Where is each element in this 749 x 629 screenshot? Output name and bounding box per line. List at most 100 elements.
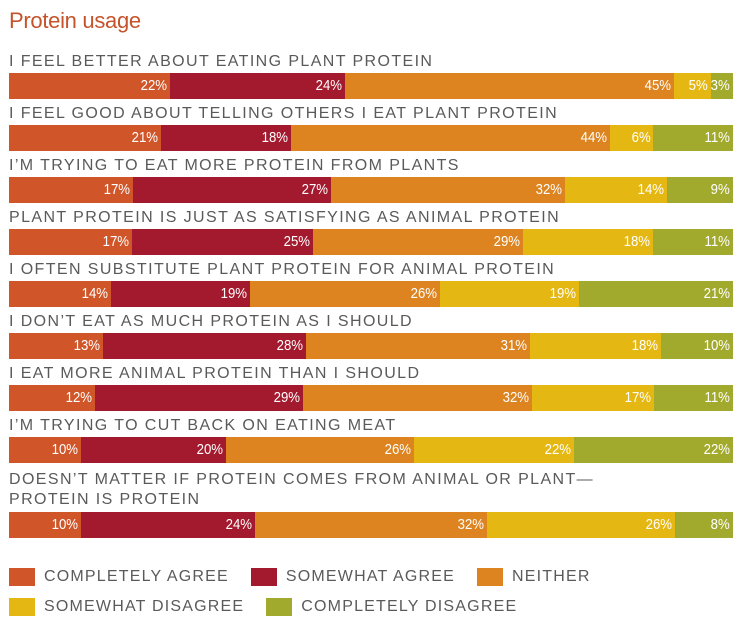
bar-segment: 26%: [250, 281, 441, 307]
bar-segment: 22%: [9, 73, 170, 99]
bar-segment: 13%: [9, 333, 104, 359]
bar-segment: 17%: [9, 229, 133, 255]
data-label: 12%: [65, 389, 93, 406]
bar-segment: 26%: [486, 512, 676, 538]
category-label: I FEEL GOOD ABOUT TELLING OTHERS I EAT P…: [9, 105, 559, 122]
data-label: 26%: [411, 285, 438, 302]
bar-segment: 17%: [532, 385, 655, 411]
data-label: 32%: [502, 389, 530, 406]
data-label: 11%: [704, 233, 730, 250]
data-label: 3%: [710, 77, 730, 94]
data-label: 17%: [624, 389, 652, 406]
data-label: 26%: [645, 516, 673, 533]
data-label: 28%: [276, 337, 303, 354]
data-label: 26%: [384, 441, 412, 458]
legend-swatch: [9, 568, 35, 586]
data-label: 29%: [273, 389, 300, 406]
bar-segment: 32%: [255, 512, 487, 538]
data-label: 13%: [73, 337, 101, 354]
bar-segment: 21%: [579, 281, 733, 307]
data-label: 19%: [549, 285, 577, 302]
bar-segment: 3%: [711, 73, 733, 99]
legend-item: SOMEWHAT DISAGREE: [9, 598, 244, 616]
bar-segment: 10%: [9, 512, 82, 538]
bar-segment: 24%: [169, 73, 346, 99]
data-label: 5%: [688, 77, 709, 94]
stacked-bar: 12% 29% 32% 17% 11%: [9, 385, 733, 411]
stacked-bar: 21% 18% 44% 6% 11%: [9, 125, 733, 151]
bar-segment: 29%: [313, 229, 524, 255]
data-label: 14%: [81, 285, 109, 302]
data-label: 10%: [51, 516, 79, 533]
category-label: I’M TRYING TO CUT BACK ON EATING MEAT: [9, 417, 397, 434]
data-label: 17%: [102, 233, 130, 250]
data-label: 10%: [703, 337, 730, 354]
category-label: DOESN’T MATTER IF PROTEIN COMES FROM ANI…: [9, 471, 595, 508]
bar-segment: 18%: [161, 125, 292, 151]
legend-item: COMPLETELY AGREE: [9, 568, 229, 586]
bar-segment: 18%: [523, 229, 654, 255]
bar-segment: 28%: [103, 333, 306, 359]
bar-segment: 11%: [653, 229, 733, 255]
stacked-bar: 14% 19% 26% 19% 21%: [9, 281, 733, 307]
bar-segment: 5%: [674, 73, 712, 99]
data-label: 21%: [703, 285, 730, 302]
data-label: 32%: [457, 516, 484, 533]
bar-segment: 10%: [660, 333, 733, 359]
bar-segment: 19%: [111, 281, 251, 307]
bar-segment: 11%: [653, 125, 733, 151]
data-label: 21%: [131, 129, 159, 146]
bar-segment: 11%: [654, 385, 733, 411]
data-label: 22%: [703, 441, 730, 458]
data-label: 18%: [623, 233, 651, 250]
legend-label: COMPLETELY DISAGREE: [301, 598, 518, 615]
legend-label: COMPLETELY AGREE: [44, 568, 229, 585]
bar-segment: 21%: [9, 125, 162, 151]
legend-item: COMPLETELY DISAGREE: [266, 598, 517, 616]
bar-segment: 31%: [305, 333, 531, 359]
data-label: 9%: [710, 181, 730, 198]
data-label: 32%: [535, 181, 562, 198]
bar-segment: 24%: [81, 512, 256, 538]
legend-label: NEITHER: [512, 568, 591, 585]
data-label: 44%: [580, 129, 607, 146]
data-label: 22%: [544, 441, 571, 458]
bar-segment: 22%: [573, 437, 733, 463]
bar-segment: 25%: [132, 229, 314, 255]
bar-segment: 32%: [330, 177, 565, 203]
bar-segment: 14%: [9, 281, 112, 307]
legend-label: SOMEWHAT DISAGREE: [44, 598, 245, 615]
data-label: 31%: [500, 337, 528, 354]
bar-segment: 9%: [667, 177, 733, 203]
data-label: 24%: [315, 77, 343, 94]
legend-swatch: [250, 568, 277, 586]
data-label: 14%: [637, 181, 665, 198]
category-label: I’M TRYING TO EAT MORE PROTEIN FROM PLAN…: [9, 157, 460, 174]
bar-segment: 14%: [564, 177, 668, 203]
bar-segment: 45%: [345, 73, 675, 99]
bar-segment: 19%: [440, 281, 580, 307]
data-label: 18%: [261, 129, 289, 146]
category-label: I EAT MORE ANIMAL PROTEIN THAN I SHOULD: [9, 365, 421, 382]
data-label: 11%: [704, 129, 730, 146]
data-label: 17%: [103, 181, 131, 198]
bar-segment: 22%: [414, 437, 574, 463]
legend-row: SOMEWHAT DISAGREE COMPLETELY DISAGREE: [9, 598, 539, 616]
stacked-bar: 22% 24% 45% 5% 3%: [9, 73, 733, 99]
data-label: 19%: [220, 285, 248, 302]
legend-item: SOMEWHAT AGREE: [250, 568, 455, 586]
bar-segment: 44%: [291, 125, 610, 151]
data-label: 45%: [645, 77, 672, 94]
bar-segment: 6%: [609, 125, 654, 151]
bar-segment: 20%: [81, 437, 227, 463]
data-label: 6%: [631, 129, 651, 146]
stacked-bar: 17% 27% 32% 14% 9%: [9, 177, 733, 203]
bar-segment: 32%: [302, 385, 533, 411]
data-label: 8%: [710, 516, 730, 533]
data-label: 20%: [196, 441, 224, 458]
bar-segment: 12%: [9, 385, 96, 411]
bar-segment: 27%: [133, 177, 331, 203]
legend-swatch: [266, 598, 293, 616]
bar-segment: 8%: [675, 512, 733, 538]
stacked-bar: 17% 25% 29% 18% 11%: [9, 229, 733, 255]
